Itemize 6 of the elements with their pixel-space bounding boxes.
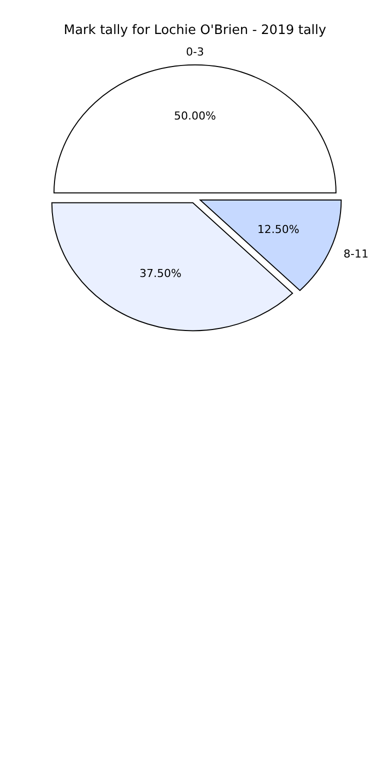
data-label: 37.50% — [139, 267, 182, 280]
data-label: 50.00% — [174, 110, 216, 123]
data-label: 12.50% — [257, 222, 300, 236]
slice-label: 0-3 — [186, 46, 204, 59]
slice-label: 8-11 — [344, 247, 368, 260]
chart-title: Mark tally for Lochie O'Brien - 2019 tally — [64, 23, 327, 38]
